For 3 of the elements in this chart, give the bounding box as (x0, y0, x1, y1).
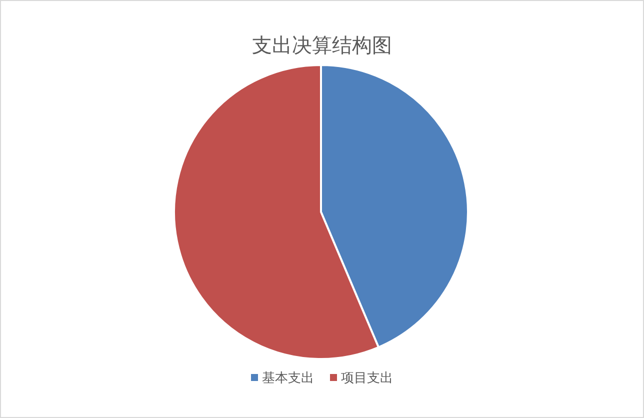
legend-label: 项目支出 (341, 371, 393, 386)
chart-title: 支出决算结构图 (252, 33, 392, 57)
legend-label: 基本支出 (262, 371, 314, 386)
